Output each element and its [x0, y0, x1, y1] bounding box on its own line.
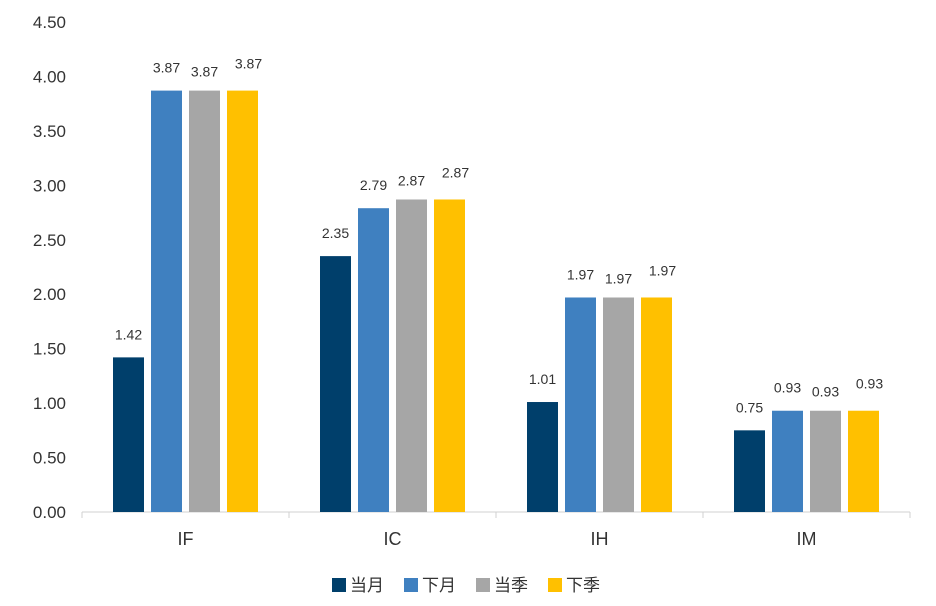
y-tick-label: 3.00	[33, 176, 66, 195]
legend-label: 下月	[422, 576, 456, 596]
y-tick-label: 0.50	[33, 449, 66, 468]
bar	[527, 402, 558, 512]
x-category-label: IM	[797, 529, 817, 549]
bar	[772, 410, 803, 512]
bar	[113, 357, 144, 512]
legend-label: 当月	[350, 576, 384, 596]
data-label: 2.87	[398, 172, 425, 188]
data-label: 1.42	[115, 326, 142, 342]
x-axis: IF IC IH IM	[81, 511, 911, 549]
bar	[189, 90, 220, 512]
legend-swatch	[476, 578, 490, 592]
bar	[434, 199, 465, 512]
data-label: 0.93	[812, 384, 839, 400]
bar	[565, 297, 596, 512]
legend-swatch	[548, 578, 562, 592]
x-category-label: IC	[384, 529, 402, 549]
y-tick-label: 1.50	[33, 340, 66, 359]
y-axis: 0.00 0.50 1.00 1.50 2.00 2.50 3.00 3.50 4.00 4.50	[33, 13, 66, 522]
data-label: 0.93	[856, 376, 883, 392]
bar	[603, 297, 634, 512]
legend: 当月 下月 当季 下季	[332, 576, 600, 596]
data-label: 2.87	[442, 164, 469, 180]
data-label: 2.79	[360, 177, 387, 193]
bar	[227, 90, 258, 512]
data-label: 3.87	[235, 56, 262, 72]
legend-swatch	[332, 578, 346, 592]
y-tick-label: 4.50	[33, 13, 66, 32]
y-tick-label: 1.00	[33, 394, 66, 413]
bar	[358, 208, 389, 512]
bar	[848, 410, 879, 512]
data-label: 3.87	[153, 60, 180, 76]
data-label: 1.97	[649, 262, 676, 278]
data-label: 1.97	[605, 270, 632, 286]
legend-label: 当季	[494, 576, 528, 596]
data-label: 3.87	[191, 64, 218, 80]
y-tick-label: 3.50	[33, 122, 66, 141]
y-tick-label: 4.00	[33, 67, 66, 86]
x-category-label: IH	[591, 529, 609, 549]
bar	[810, 410, 841, 512]
data-label: 1.97	[567, 266, 594, 282]
data-label: 0.75	[736, 399, 763, 415]
bar	[320, 256, 351, 512]
bars	[113, 90, 879, 512]
data-labels: 1.42 2.35 1.01 0.75 3.87 2.79 1.97 0.93 3.87 2.87…	[115, 56, 883, 416]
legend-swatch	[404, 578, 418, 592]
data-label: 2.35	[322, 225, 349, 241]
y-tick-label: 2.00	[33, 285, 66, 304]
y-tick-label: 0.00	[33, 503, 66, 522]
data-label: 0.93	[774, 380, 801, 396]
bar	[151, 90, 182, 512]
y-tick-label: 2.50	[33, 231, 66, 250]
data-label: 1.01	[529, 371, 556, 387]
x-category-label: IF	[178, 529, 194, 549]
bar	[641, 297, 672, 512]
bar	[734, 430, 765, 512]
bar	[396, 199, 427, 512]
legend-label: 下季	[566, 576, 600, 596]
